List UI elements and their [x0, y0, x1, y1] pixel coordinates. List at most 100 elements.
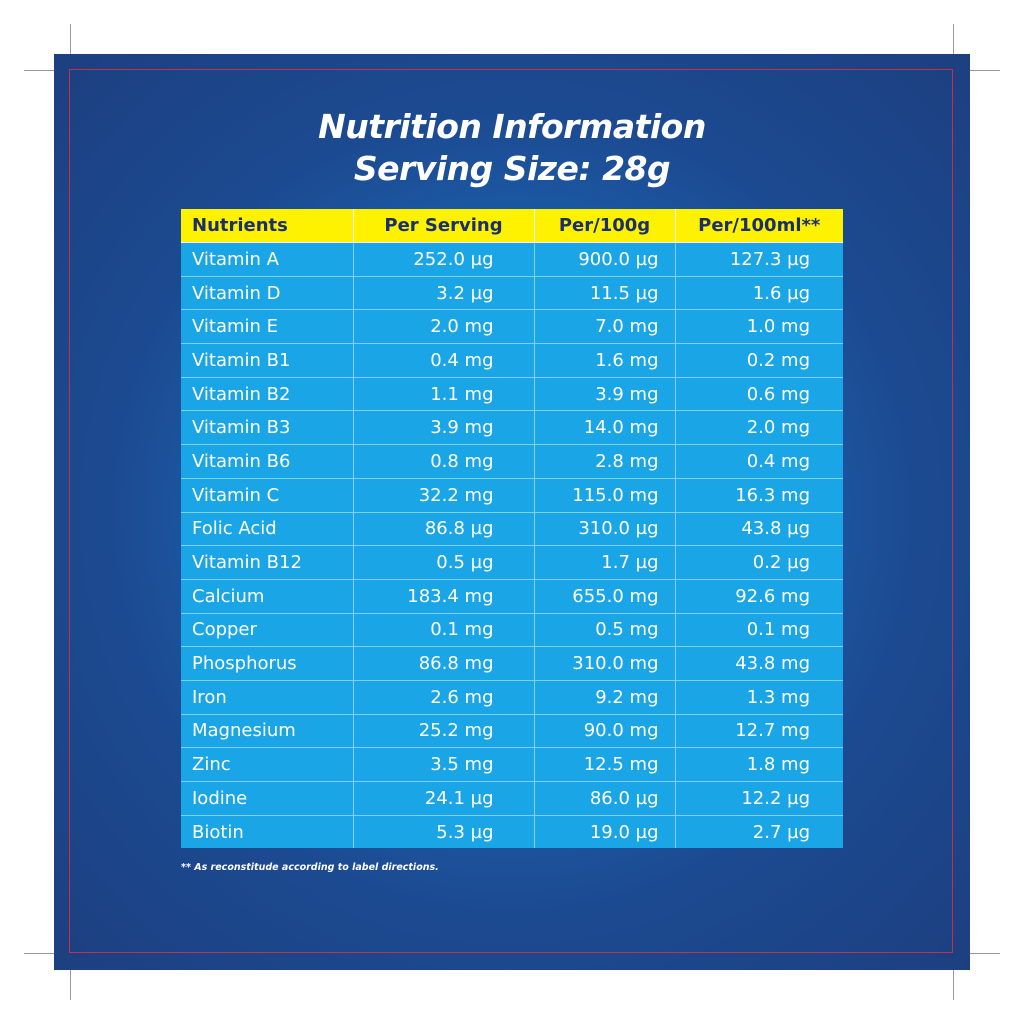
per-100ml-value: 2.7 µg: [675, 815, 843, 849]
crop-mark: [953, 24, 954, 54]
column-header-nutrients: Nutrients: [181, 209, 354, 243]
nutrient-name: Vitamin B12: [181, 545, 354, 580]
per-100g-value: 9.2 mg: [534, 680, 676, 715]
per-serving-value: 0.1 mg: [353, 613, 535, 648]
nutrient-name: Vitamin B1: [181, 343, 354, 378]
per-100ml-value: 0.2 mg: [675, 343, 843, 378]
nutrient-name: Folic Acid: [181, 512, 354, 547]
nutrient-name: Biotin: [181, 815, 354, 849]
per-100g-value: 115.0 mg: [534, 478, 676, 513]
per-serving-value: 0.4 mg: [353, 343, 535, 378]
table-row: Vitamin B1 0.4 mg 1.6 mg 0.2 mg: [181, 343, 843, 378]
per-100ml-value: 92.6 mg: [675, 579, 843, 614]
nutrient-name: Vitamin C: [181, 478, 354, 513]
per-100ml-value: 43.8 mg: [675, 646, 843, 681]
nutrient-name: Iodine: [181, 781, 354, 816]
per-100ml-value: 1.6 µg: [675, 276, 843, 311]
nutrient-name: Vitamin B2: [181, 377, 354, 412]
per-100g-value: 12.5 mg: [534, 747, 676, 782]
table-row: Iodine 24.1 µg 86.0 µg 12.2 µg: [181, 781, 843, 816]
per-serving-value: 5.3 µg: [353, 815, 535, 849]
table-row: Vitamin D 3.2 µg 11.5 µg 1.6 µg: [181, 276, 843, 311]
nutrition-table: Nutrients Per Serving Per/100g Per/100ml…: [181, 209, 843, 849]
nutrient-name: Vitamin E: [181, 309, 354, 345]
per-100g-value: 655.0 mg: [534, 579, 676, 614]
footnote: ** As reconstitude according to label di…: [181, 862, 439, 873]
nutrient-name: Iron: [181, 680, 354, 715]
per-serving-value: 0.5 µg: [353, 545, 535, 580]
per-serving-value: 183.4 mg: [353, 579, 535, 614]
per-100ml-value: 1.0 mg: [675, 309, 843, 345]
per-100g-value: 310.0 mg: [534, 646, 676, 681]
table-row: Biotin 5.3 µg 19.0 µg 2.7 µg: [181, 815, 843, 849]
per-100g-value: 900.0 µg: [534, 242, 676, 277]
per-100g-value: 14.0 mg: [534, 410, 676, 446]
per-100ml-value: 127.3 µg: [675, 242, 843, 277]
nutrient-name: Vitamin A: [181, 242, 354, 277]
table-row: Folic Acid 86.8 µg 310.0 µg 43.8 µg: [181, 512, 843, 547]
per-100ml-value: 43.8 µg: [675, 512, 843, 547]
trim-line: [69, 69, 953, 953]
table-body: Vitamin A 252.0 µg 900.0 µg 127.3 µg Vitamin…: [181, 242, 843, 849]
table-row: Copper 0.1 mg 0.5 mg 0.1 mg: [181, 613, 843, 648]
column-header-per-100ml: Per/100ml**: [675, 209, 843, 243]
column-header-per-serving: Per Serving: [353, 209, 535, 243]
crop-mark: [953, 970, 954, 1000]
per-100ml-value: 1.3 mg: [675, 680, 843, 715]
nutrient-name: Vitamin B6: [181, 444, 354, 479]
table-row: Iron 2.6 mg 9.2 mg 1.3 mg: [181, 680, 843, 715]
per-100ml-value: 12.2 µg: [675, 781, 843, 816]
per-serving-value: 0.8 mg: [353, 444, 535, 479]
per-serving-value: 32.2 mg: [353, 478, 535, 513]
table-row: Phosphorus 86.8 mg 310.0 mg 43.8 mg: [181, 646, 843, 681]
table-row: Vitamin B6 0.8 mg 2.8 mg 0.4 mg: [181, 444, 843, 479]
per-serving-value: 3.9 mg: [353, 410, 535, 446]
table-header-row: Nutrients Per Serving Per/100g Per/100ml…: [181, 209, 843, 243]
per-100ml-value: 0.2 µg: [675, 545, 843, 580]
per-100g-value: 3.9 mg: [534, 377, 676, 412]
table-row: Magnesium 25.2 mg 90.0 mg 12.7 mg: [181, 714, 843, 749]
nutrient-name: Vitamin B3: [181, 410, 354, 446]
per-100ml-value: 0.6 mg: [675, 377, 843, 412]
nutrient-name: Zinc: [181, 747, 354, 782]
nutrient-name: Copper: [181, 613, 354, 648]
crop-mark: [24, 953, 54, 954]
per-serving-value: 3.2 µg: [353, 276, 535, 311]
crop-mark: [24, 70, 54, 71]
per-100g-value: 0.5 mg: [534, 613, 676, 648]
per-100g-value: 310.0 µg: [534, 512, 676, 547]
per-serving-value: 1.1 mg: [353, 377, 535, 412]
nutrient-name: Phosphorus: [181, 646, 354, 681]
per-serving-value: 86.8 µg: [353, 512, 535, 547]
per-100g-value: 90.0 mg: [534, 714, 676, 749]
per-100ml-value: 0.4 mg: [675, 444, 843, 479]
table-row: Vitamin B3 3.9 mg 14.0 mg 2.0 mg: [181, 410, 843, 446]
per-serving-value: 2.0 mg: [353, 309, 535, 345]
per-serving-value: 86.8 mg: [353, 646, 535, 681]
table-row: Vitamin C 32.2 mg 115.0 mg 16.3 mg: [181, 478, 843, 513]
nutrient-name: Calcium: [181, 579, 354, 614]
crop-mark: [70, 970, 71, 1000]
per-100g-value: 2.8 mg: [534, 444, 676, 479]
per-100ml-value: 12.7 mg: [675, 714, 843, 749]
serving-size-title: Serving Size: 28g: [353, 149, 671, 188]
per-100g-value: 11.5 µg: [534, 276, 676, 311]
nutrient-name: Vitamin D: [181, 276, 354, 311]
per-100ml-value: 0.1 mg: [675, 613, 843, 648]
column-header-per-100g: Per/100g: [534, 209, 676, 243]
crop-mark: [970, 70, 1000, 71]
table-row: Zinc 3.5 mg 12.5 mg 1.8 mg: [181, 747, 843, 782]
per-100g-value: 7.0 mg: [534, 309, 676, 345]
table-row: Vitamin E 2.0 mg 7.0 mg 1.0 mg: [181, 309, 843, 345]
per-100ml-value: 1.8 mg: [675, 747, 843, 782]
per-serving-value: 2.6 mg: [353, 680, 535, 715]
per-100g-value: 1.6 mg: [534, 343, 676, 378]
table-row: Vitamin A 252.0 µg 900.0 µg 127.3 µg: [181, 242, 843, 277]
per-serving-value: 25.2 mg: [353, 714, 535, 749]
table-row: Vitamin B2 1.1 mg 3.9 mg 0.6 mg: [181, 377, 843, 412]
per-100g-value: 86.0 µg: [534, 781, 676, 816]
per-100ml-value: 2.0 mg: [675, 410, 843, 446]
table-row: Vitamin B12 0.5 µg 1.7 µg 0.2 µg: [181, 545, 843, 580]
per-serving-value: 252.0 µg: [353, 242, 535, 277]
page-title: Nutrition Information: [318, 107, 706, 146]
